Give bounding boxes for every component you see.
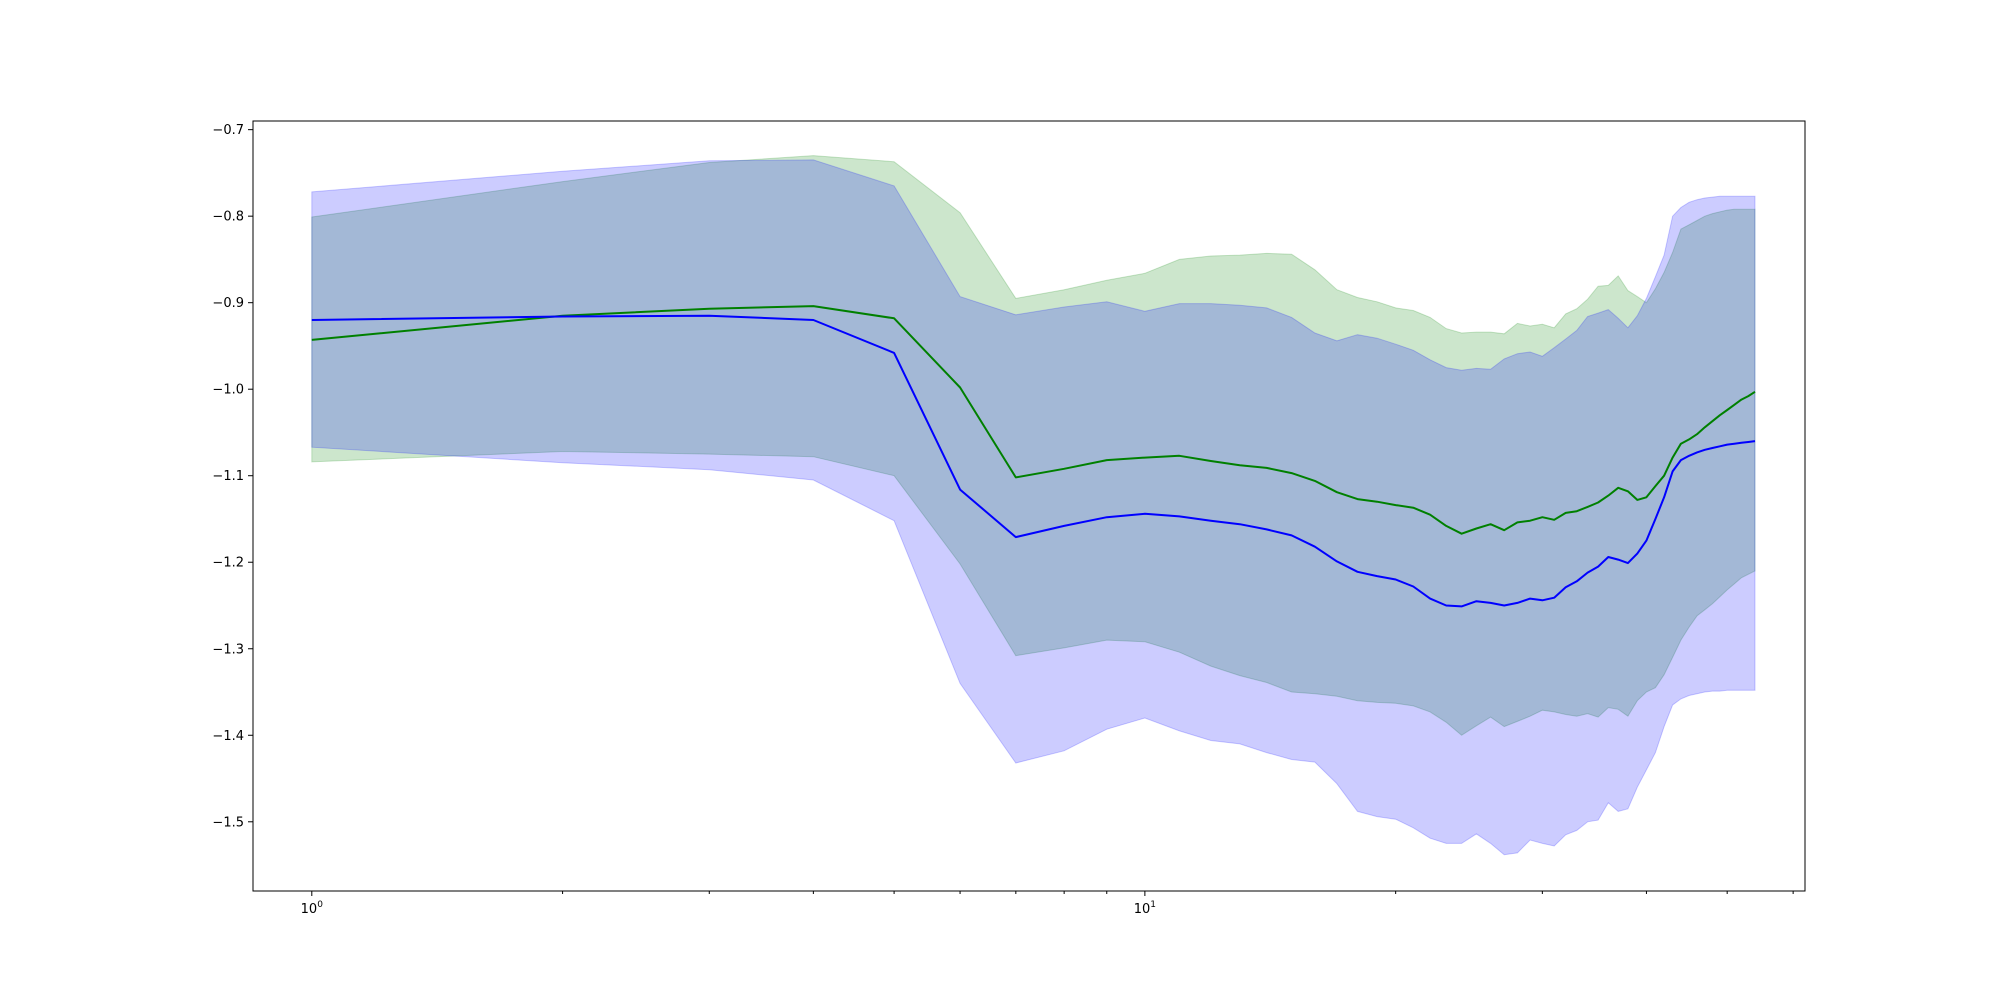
y-tick-label: −1.3 <box>212 642 244 657</box>
mean-lines <box>311 305 1756 608</box>
y-tick-label: −0.9 <box>212 296 244 311</box>
x-axis: 100 101 <box>301 891 1794 917</box>
confidence-bands <box>311 155 1756 856</box>
y-tick-label: −1.4 <box>212 729 244 744</box>
plot-area-frame <box>252 120 1806 892</box>
green-confidence-band <box>311 155 1756 736</box>
x-tick-label: 100 <box>301 900 324 917</box>
x-tick-label: 101 <box>1134 900 1156 917</box>
y-tick-label: −1.1 <box>212 469 244 484</box>
y-tick-label: −1.5 <box>212 815 244 830</box>
y-tick-label: −1.0 <box>212 383 244 398</box>
blue-confidence-band <box>311 159 1756 856</box>
y-tick-label: −0.7 <box>212 123 244 138</box>
y-axis: −0.7 −0.8 −0.9 −1.0 −1.1 −1.2 −1.3 −1.4 −1.5 <box>212 123 253 830</box>
y-tick-label: −0.8 <box>212 210 244 225</box>
green-mean-line <box>311 305 1756 535</box>
blue-mean-line <box>311 314 1756 608</box>
y-tick-label: −1.2 <box>212 556 244 571</box>
